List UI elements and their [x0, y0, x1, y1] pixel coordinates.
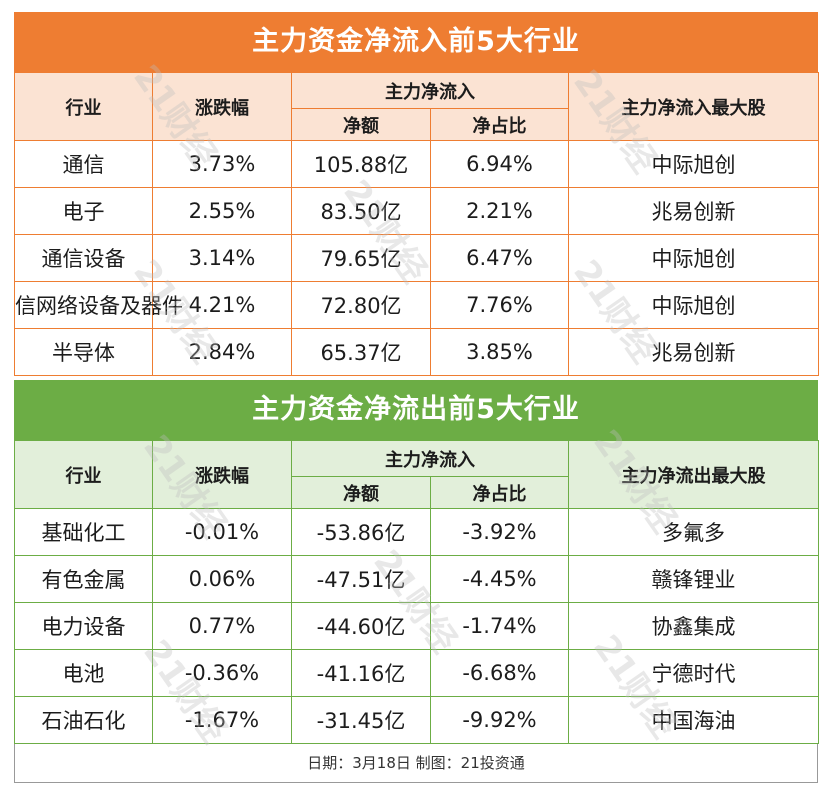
change-cell: -1.67% — [152, 696, 292, 744]
net-cell: -47.51亿 — [291, 555, 431, 603]
ratio-cell: 2.21% — [430, 187, 569, 235]
outflow-title: 主力资金净流出前5大行业 — [14, 380, 818, 440]
inflow-title: 主力资金净流入前5大行业 — [14, 12, 818, 72]
table-row: 电池 -0.36% -41.16亿 -6.68% 宁德时代 — [14, 649, 819, 697]
table-row: 电子 2.55% 83.50亿 2.21% 兆易创新 — [14, 187, 819, 235]
top-stock-cell: 中际旭创 — [568, 234, 819, 282]
top-stock-cell: 中际旭创 — [568, 140, 819, 188]
col-industry-header: 行业 — [14, 440, 153, 509]
industry-cell: 有色金属 — [14, 555, 153, 603]
footer-caption: 日期：3月18日 制图：21投资通 — [14, 744, 818, 783]
change-cell: 4.21% — [152, 281, 292, 329]
ratio-cell: 3.85% — [430, 328, 569, 376]
ratio-cell: 6.94% — [430, 140, 569, 188]
industry-cell: 电力设备 — [14, 602, 153, 650]
col-ratio-header: 净占比 — [430, 476, 569, 509]
ratio-cell: -3.92% — [430, 508, 569, 556]
table-row: 电力设备 0.77% -44.60亿 -1.74% 协鑫集成 — [14, 602, 819, 650]
net-cell: 105.88亿 — [291, 140, 431, 188]
net-cell: 65.37亿 — [291, 328, 431, 376]
industry-cell: 信网络设备及器件 — [14, 281, 183, 329]
ratio-cell: -1.74% — [430, 602, 569, 650]
ratio-cell: -9.92% — [430, 696, 569, 744]
industry-cell: 电子 — [14, 187, 153, 235]
industry-cell: 通信设备 — [14, 234, 153, 282]
ratio-cell: -4.45% — [430, 555, 569, 603]
net-cell: -41.16亿 — [291, 649, 431, 697]
change-cell: 2.84% — [152, 328, 292, 376]
table-row: 通信设备 3.14% 79.65亿 6.47% 中际旭创 — [14, 234, 819, 282]
change-cell: -0.36% — [152, 649, 292, 697]
top-stock-cell: 中际旭创 — [568, 281, 819, 329]
col-industry-header: 行业 — [14, 72, 153, 141]
col-change-header: 涨跌幅 — [152, 72, 292, 141]
col-net-header: 净额 — [291, 108, 431, 141]
col-group-header: 主力净流入 — [291, 72, 569, 109]
top-stock-cell: 兆易创新 — [568, 328, 819, 376]
col-ratio-header: 净占比 — [430, 108, 569, 141]
col-top-stock-header: 主力净流出最大股 — [568, 440, 819, 509]
col-net-header: 净额 — [291, 476, 431, 509]
change-cell: 2.55% — [152, 187, 292, 235]
table-row: 半导体 2.84% 65.37亿 3.85% 兆易创新 — [14, 328, 819, 376]
net-cell: 72.80亿 — [291, 281, 431, 329]
outflow-table: 行业 涨跌幅 主力净流入 主力净流出最大股 净额 净占比 基础化工 -0.01%… — [14, 440, 819, 744]
change-cell: 0.77% — [152, 602, 292, 650]
top-stock-cell: 多氟多 — [568, 508, 819, 556]
table-row: 有色金属 0.06% -47.51亿 -4.45% 赣锋锂业 — [14, 555, 819, 603]
industry-cell: 石油石化 — [14, 696, 153, 744]
top-stock-cell: 中国海油 — [568, 696, 819, 744]
net-cell: -31.45亿 — [291, 696, 431, 744]
change-cell: 3.14% — [152, 234, 292, 282]
top-stock-cell: 协鑫集成 — [568, 602, 819, 650]
inflow-table: 行业 涨跌幅 主力净流入 主力净流入最大股 净额 净占比 通信 3.73% 10… — [14, 72, 819, 376]
table-row: 信网络设备及器件 4.21% 72.80亿 7.76% 中际旭创 — [14, 281, 819, 329]
top-stock-cell: 兆易创新 — [568, 187, 819, 235]
change-cell: 3.73% — [152, 140, 292, 188]
report-card: 主力资金净流入前5大行业 行业 涨跌幅 主力净流入 主力净流入最大股 净额 净占… — [14, 12, 819, 783]
change-cell: 0.06% — [152, 555, 292, 603]
ratio-cell: 7.76% — [430, 281, 569, 329]
industry-cell: 半导体 — [14, 328, 153, 376]
top-stock-cell: 宁德时代 — [568, 649, 819, 697]
net-cell: -53.86亿 — [291, 508, 431, 556]
industry-cell: 通信 — [14, 140, 153, 188]
ratio-cell: -6.68% — [430, 649, 569, 697]
table-row: 通信 3.73% 105.88亿 6.94% 中际旭创 — [14, 140, 819, 188]
table-row: 石油石化 -1.67% -31.45亿 -9.92% 中国海油 — [14, 696, 819, 744]
table-row: 基础化工 -0.01% -53.86亿 -3.92% 多氟多 — [14, 508, 819, 556]
col-change-header: 涨跌幅 — [152, 440, 292, 509]
ratio-cell: 6.47% — [430, 234, 569, 282]
top-stock-cell: 赣锋锂业 — [568, 555, 819, 603]
change-cell: -0.01% — [152, 508, 292, 556]
net-cell: -44.60亿 — [291, 602, 431, 650]
col-group-header: 主力净流入 — [291, 440, 569, 477]
col-top-stock-header: 主力净流入最大股 — [568, 72, 819, 141]
net-cell: 79.65亿 — [291, 234, 431, 282]
industry-cell: 电池 — [14, 649, 153, 697]
net-cell: 83.50亿 — [291, 187, 431, 235]
industry-cell: 基础化工 — [14, 508, 153, 556]
